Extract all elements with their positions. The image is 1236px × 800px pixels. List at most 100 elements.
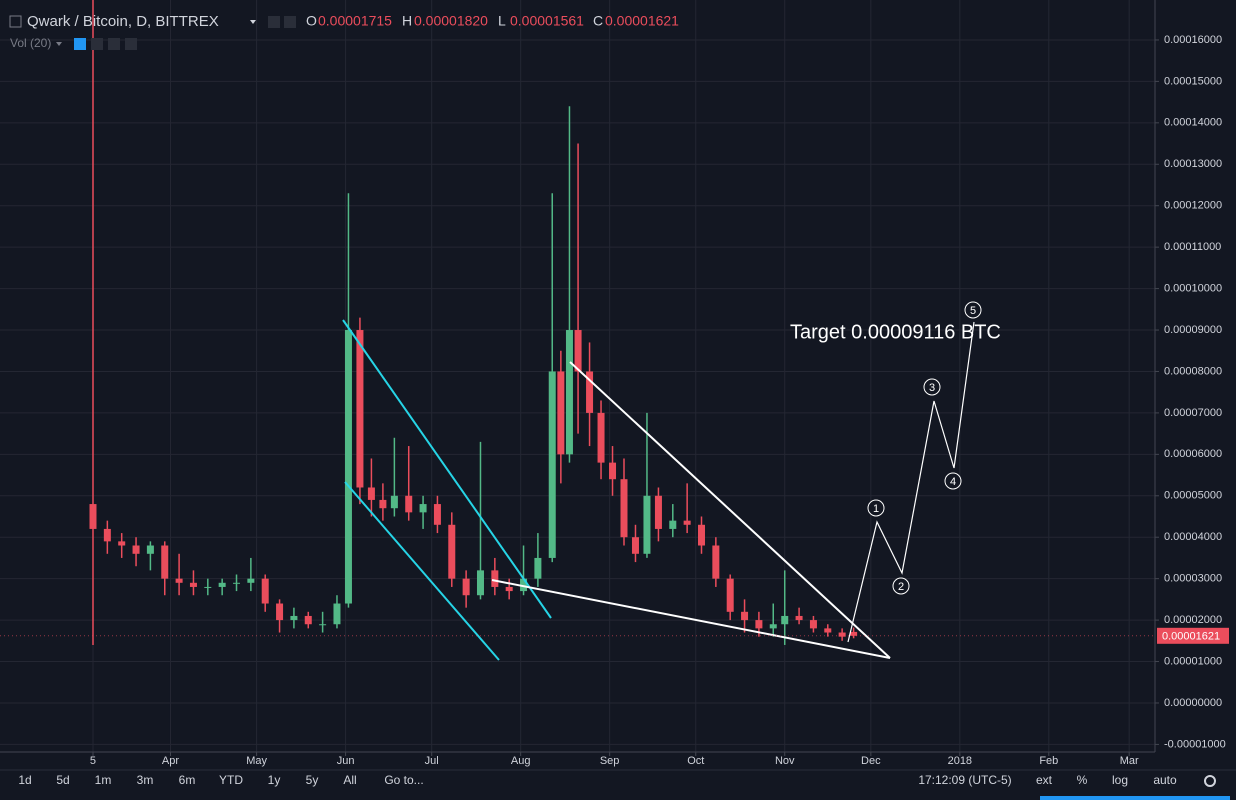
candle-body — [683, 520, 691, 525]
wave-circle — [867, 499, 885, 517]
candle-body — [697, 524, 705, 546]
y-tick-label: 0.00006000 — [1164, 448, 1222, 460]
candle-body — [824, 628, 832, 633]
dropdown-icon[interactable] — [56, 42, 62, 46]
candle-body — [586, 371, 594, 413]
ohlc-key: C — [593, 13, 603, 29]
range-button[interactable]: 3m — [137, 773, 154, 787]
range-button[interactable]: 1y — [268, 773, 281, 787]
candle-body — [712, 545, 720, 579]
toolbar-items: 1d 5d 1m 3m 6m YTD 1y 5y All Go to... 17:12:09 (UT… — [18, 773, 1216, 787]
y-tick-label: -0.00001000 — [1164, 738, 1226, 750]
candle-body — [233, 582, 241, 584]
goto-button[interactable]: Go to... — [384, 773, 423, 787]
candle-body — [534, 557, 542, 579]
range-button[interactable]: 6m — [179, 773, 196, 787]
y-tick-label: 0.00012000 — [1164, 200, 1222, 212]
wedge-line — [569, 361, 891, 659]
dropdown-icon[interactable] — [250, 20, 256, 24]
wedge-line — [491, 579, 891, 659]
candle-body — [161, 545, 169, 579]
y-tick-label: 0.00002000 — [1164, 614, 1222, 626]
ohlc-value: 0.00001561 — [510, 13, 584, 29]
candle-body — [654, 495, 662, 529]
scrollbar[interactable] — [1040, 796, 1230, 800]
range-button[interactable]: 5y — [306, 773, 319, 787]
hide-icon[interactable] — [284, 16, 296, 28]
y-tick-label: 0.00011000 — [1164, 241, 1221, 253]
y-tick-label: 0.00000000 — [1164, 697, 1222, 709]
y-tick-label: 0.00013000 — [1164, 158, 1222, 170]
indicator-eye[interactable] — [74, 38, 86, 50]
settings-icon[interactable] — [268, 16, 280, 28]
scale-option[interactable]: auto — [1153, 773, 1177, 787]
candle-body — [476, 570, 484, 596]
candle-body — [103, 528, 111, 542]
wave-label: 5 — [970, 305, 976, 317]
x-tick-label: Oct — [687, 755, 704, 767]
range-button[interactable]: 1d — [18, 773, 31, 787]
candle-body — [175, 578, 183, 583]
ohlc-key: H — [402, 13, 412, 29]
candle-body — [769, 624, 777, 629]
candle-body — [261, 578, 269, 604]
y-tick-label: 0.00005000 — [1164, 490, 1222, 502]
candle-body — [367, 487, 375, 500]
candle-body — [132, 545, 140, 554]
candle-body — [356, 330, 364, 488]
indicator-label[interactable]: Vol (20) — [10, 36, 51, 50]
candle-body — [189, 582, 197, 587]
range-button[interactable]: YTD — [219, 773, 243, 787]
candle-body — [344, 330, 352, 604]
candle-body — [204, 586, 212, 588]
scale-option[interactable]: ext — [1036, 773, 1053, 787]
scale-option[interactable]: log — [1112, 773, 1128, 787]
candle-body — [838, 632, 846, 637]
x-tick-label: Aug — [511, 755, 531, 767]
collapse-icon[interactable] — [9, 15, 22, 28]
settings-gear[interactable] — [1204, 775, 1216, 787]
candle-body — [755, 620, 763, 629]
indicator-settings[interactable] — [91, 38, 103, 50]
wave-circle — [944, 472, 962, 490]
x-tick-label: Mar — [1120, 755, 1139, 767]
indicator-remove[interactable] — [125, 38, 137, 50]
wave-label: 4 — [950, 476, 956, 488]
y-tick-label: 0.00010000 — [1164, 282, 1222, 294]
y-tick-label: 0.00003000 — [1164, 573, 1222, 585]
candle-body — [462, 578, 470, 596]
candle-body — [597, 412, 605, 463]
wave-label: 3 — [929, 382, 935, 394]
x-tick-label: Dec — [861, 755, 881, 767]
indicator-add[interactable] — [108, 38, 120, 50]
candle-body — [620, 479, 628, 538]
candle-body — [741, 611, 749, 621]
last-price-label: 0.00001621 — [1162, 631, 1220, 643]
y-tick-label: 0.00007000 — [1164, 407, 1222, 419]
candle-body — [319, 624, 327, 626]
scale-option[interactable]: % — [1077, 773, 1088, 787]
x-tick-label: Apr — [162, 755, 179, 767]
candle-body — [631, 537, 639, 554]
range-button[interactable]: All — [343, 773, 356, 787]
candles — [89, 0, 858, 645]
candle-body — [390, 495, 398, 509]
range-button[interactable]: 5d — [56, 773, 69, 787]
x-tick-label: 5 — [90, 755, 96, 767]
candle-body — [548, 371, 556, 558]
candle-body — [419, 504, 427, 513]
candle-body — [405, 495, 413, 513]
ohlc-value: 0.00001621 — [605, 13, 679, 29]
candle-body — [379, 499, 387, 509]
candle-body — [433, 504, 441, 525]
candle-body — [643, 495, 651, 554]
candle-body — [795, 615, 803, 621]
candle-body — [290, 615, 298, 621]
wave-circle — [892, 577, 910, 595]
y-tick-label: 0.00009000 — [1164, 324, 1222, 336]
candle-body — [565, 330, 573, 455]
range-button[interactable]: 1m — [95, 773, 112, 787]
candle-body — [669, 520, 677, 529]
